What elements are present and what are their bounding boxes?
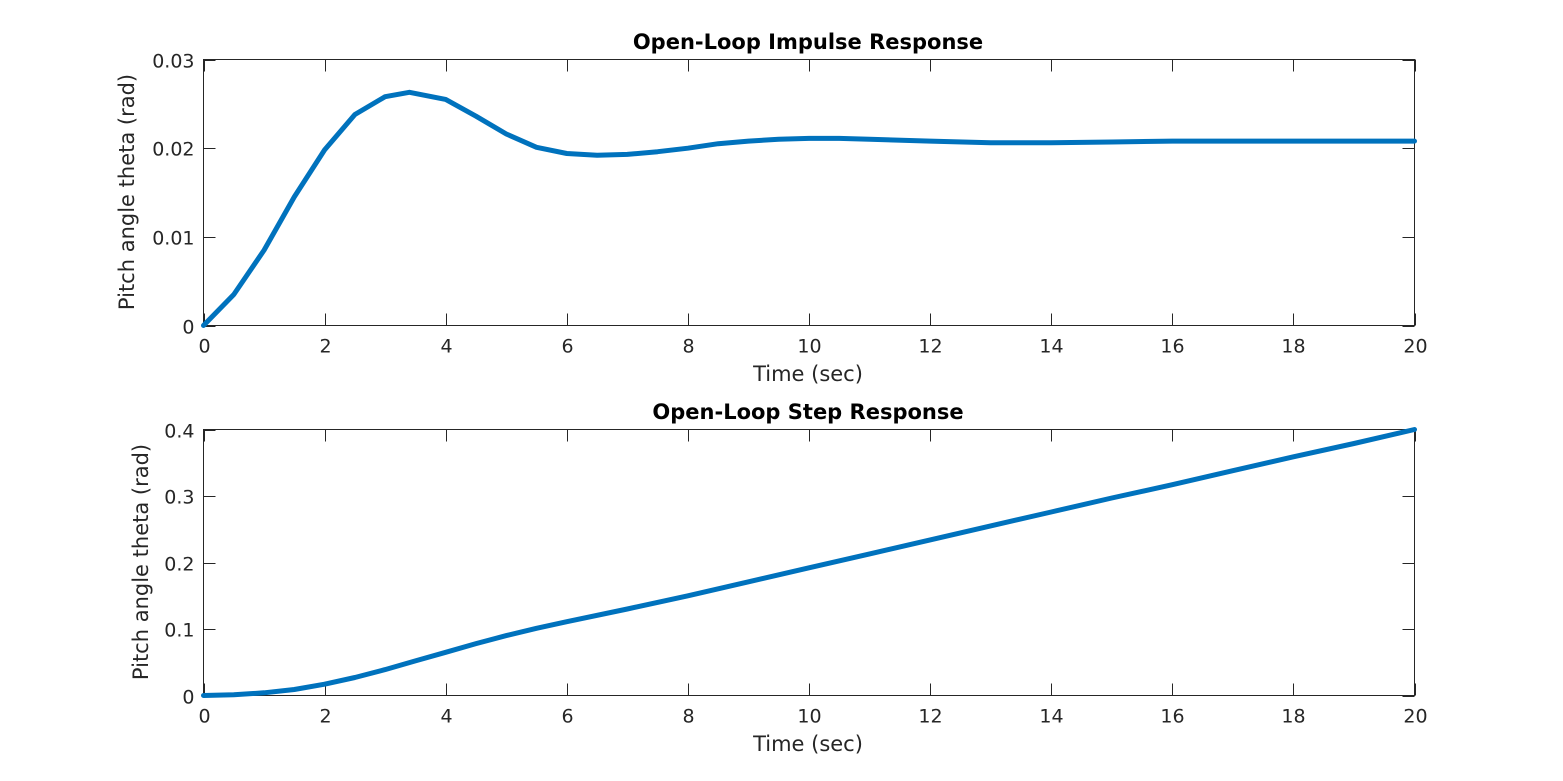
step-y-tick-label: 0.1 xyxy=(164,620,194,642)
step-x-tick-label: 6 xyxy=(561,706,573,728)
impulse-x-tick-label: 18 xyxy=(1281,336,1305,358)
step-response-line xyxy=(201,427,1417,698)
step-x-tick-label: 10 xyxy=(797,706,821,728)
impulse-x-tick-label: 16 xyxy=(1160,336,1184,358)
step-y-tick-label: 0.3 xyxy=(164,487,194,509)
impulse-response-plot: 0 2 4 6 8 10 12 14 16 18 20 0 0.01 0.02 0.03 Open-Loop… xyxy=(115,30,1428,386)
step-x-tick-label: 8 xyxy=(682,706,694,728)
impulse-x-tick-label: 0 xyxy=(198,336,210,358)
impulse-x-tick-label: 10 xyxy=(797,336,821,358)
impulse-x-tick-label: 12 xyxy=(918,336,942,358)
impulse-y-tick-label: 0.01 xyxy=(152,228,194,250)
step-x-axis-label: Time (sec) xyxy=(752,732,863,756)
step-x-tick-label: 16 xyxy=(1160,706,1184,728)
impulse-y-tick-label: 0.03 xyxy=(152,51,194,73)
step-chart-title: Open-Loop Step Response xyxy=(652,400,963,424)
impulse-x-tick-label: 6 xyxy=(561,336,573,358)
step-y-axis-label: Pitch angle theta (rad) xyxy=(129,444,153,680)
impulse-chart-title: Open-Loop Impulse Response xyxy=(633,30,983,54)
impulse-x-tick-label: 4 xyxy=(440,336,452,358)
step-x-tick-label: 12 xyxy=(918,706,942,728)
impulse-x-axis-label: Time (sec) xyxy=(752,362,863,386)
impulse-x-tick-label: 2 xyxy=(319,336,331,358)
step-x-tick-label: 14 xyxy=(1039,706,1063,728)
step-y-tick-label: 0.2 xyxy=(164,554,194,576)
step-x-tick-label: 20 xyxy=(1403,706,1427,728)
step-response-plot: 0 2 4 6 8 10 12 14 16 18 20 0 0.1 0.2 0.3 0.4 Open-Loop… xyxy=(129,400,1428,756)
step-x-tick-label: 18 xyxy=(1281,706,1305,728)
impulse-x-tick-label: 20 xyxy=(1403,336,1427,358)
impulse-y-axis-label: Pitch angle theta (rad) xyxy=(115,74,139,310)
impulse-axes-frame xyxy=(203,59,1415,326)
step-x-tick-label: 2 xyxy=(319,706,331,728)
impulse-y-tick-label: 0.02 xyxy=(152,139,194,161)
impulse-ticks xyxy=(203,59,1416,327)
step-x-tick-label: 0 xyxy=(198,706,210,728)
step-tick-labels: 0 2 4 6 8 10 12 14 16 18 20 0 0.1 0.2 0.3 0.4 xyxy=(164,421,1427,728)
step-x-tick-label: 4 xyxy=(440,706,452,728)
impulse-x-tick-label: 14 xyxy=(1039,336,1063,358)
step-y-tick-label: 0 xyxy=(182,687,194,709)
impulse-y-tick-label: 0 xyxy=(182,317,194,339)
step-y-tick-label: 0.4 xyxy=(164,421,194,443)
impulse-x-tick-label: 8 xyxy=(682,336,694,358)
impulse-response-line xyxy=(201,89,1417,328)
impulse-tick-labels: 0 2 4 6 8 10 12 14 16 18 20 0 0.01 0.02 0.03 xyxy=(152,51,1427,358)
